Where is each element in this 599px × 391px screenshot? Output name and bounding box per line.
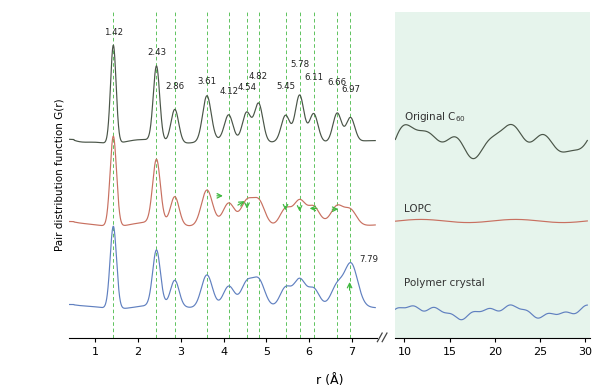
Text: 3.61: 3.61 bbox=[197, 77, 216, 86]
Text: Polymer crystal: Polymer crystal bbox=[404, 278, 485, 288]
Text: 2.86: 2.86 bbox=[165, 82, 184, 91]
Text: 7.79: 7.79 bbox=[359, 255, 379, 264]
Text: 4.12: 4.12 bbox=[219, 87, 238, 96]
Text: 4.82: 4.82 bbox=[249, 72, 268, 81]
Text: Original C$_{60}$: Original C$_{60}$ bbox=[404, 110, 467, 124]
Text: r (Å): r (Å) bbox=[316, 374, 343, 387]
Text: LOPC: LOPC bbox=[404, 204, 432, 214]
Text: 2.43: 2.43 bbox=[147, 48, 166, 57]
Text: 6.11: 6.11 bbox=[304, 73, 323, 82]
Text: 1.42: 1.42 bbox=[104, 28, 123, 37]
Text: 6.97: 6.97 bbox=[341, 84, 360, 93]
Text: 5.45: 5.45 bbox=[276, 82, 295, 91]
Text: 5.78: 5.78 bbox=[290, 60, 309, 69]
Text: 6.66: 6.66 bbox=[328, 78, 347, 87]
Y-axis label: Pair distribution function G(r): Pair distribution function G(r) bbox=[55, 99, 65, 251]
Text: 4.54: 4.54 bbox=[237, 83, 256, 92]
